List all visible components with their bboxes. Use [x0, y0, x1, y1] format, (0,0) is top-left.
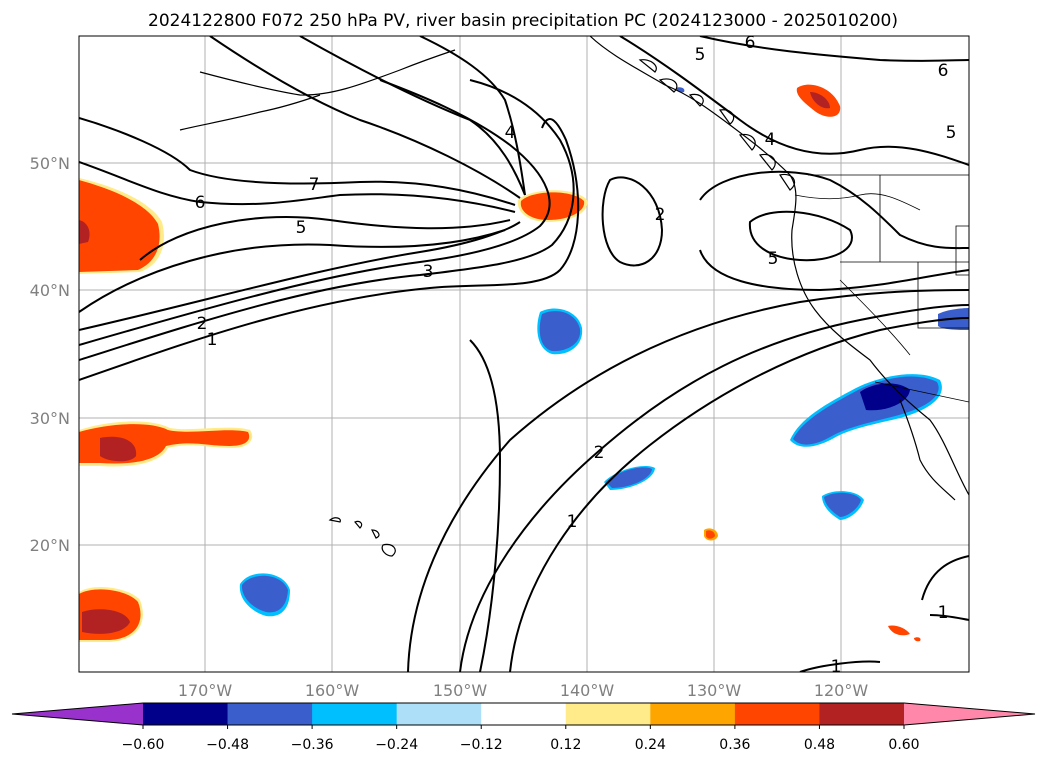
colorbar-tick-label: 0.12 — [550, 737, 581, 753]
map-area — [79, 36, 969, 672]
contour-label: 4 — [765, 130, 776, 150]
contour-label: 1 — [938, 603, 949, 623]
map-frame — [78, 35, 970, 673]
colorbar-tick-label: 0.36 — [719, 737, 750, 753]
colorbar-extend-high — [904, 703, 1035, 725]
lon-label: 160°W — [305, 681, 360, 700]
lat-label: 50°N — [30, 154, 70, 173]
colorbar-swatch — [227, 703, 313, 725]
colorbar-extend-low — [12, 703, 143, 725]
contour-label: 1 — [567, 512, 578, 532]
contour-label: 6 — [745, 33, 756, 53]
map-title: 2024122800 F072 250 hPa PV, river basin … — [148, 11, 898, 31]
contour-label: 5 — [695, 45, 706, 65]
latitude-labels: 50°N 40°N 30°N 20°N — [30, 154, 70, 555]
colorbar-tick-label: −0.24 — [375, 737, 418, 753]
colorbar-swatch — [481, 703, 567, 725]
lon-label: 170°W — [178, 681, 233, 700]
colorbar-tick-label: −0.48 — [206, 737, 249, 753]
lat-label: 30°N — [30, 409, 70, 428]
contour-label: 1 — [831, 657, 842, 677]
pv-contours — [79, 36, 969, 672]
contour-label: 7 — [309, 175, 320, 195]
lat-label: 40°N — [30, 281, 70, 300]
colorbar-swatch — [143, 703, 229, 725]
colorbar-swatch — [396, 703, 482, 725]
contour-label: 1 — [207, 330, 218, 350]
contour-label: 6 — [938, 61, 949, 81]
contour-label: 6 — [195, 193, 206, 213]
colorbar-swatch — [819, 703, 905, 725]
lon-label: 150°W — [433, 681, 488, 700]
colorbar-swatch — [734, 703, 820, 725]
contour-label: 2 — [655, 205, 666, 225]
colorbar-swatch — [312, 703, 398, 725]
contour-label: 5 — [296, 218, 307, 238]
precip-anomalies — [79, 84, 969, 642]
borders — [794, 174, 969, 403]
colorbar-tick-label: −0.60 — [122, 737, 165, 753]
contour-label: 5 — [946, 123, 957, 143]
lat-label: 20°N — [30, 536, 70, 555]
colorbar: −0.60 −0.48 −0.36 −0.24 −0.12 0.12 0.24 0.36 0.4… — [11, 702, 1036, 753]
coastlines — [179, 36, 969, 557]
colorbar-tick-label: 0.60 — [888, 737, 919, 753]
colorbar-tick-label: 0.48 — [804, 737, 835, 753]
contour-labels: 7 6 5 4 3 2 1 2 1 2 5 4 5 6 6 5 1 1 — [195, 33, 957, 677]
contour-label: 3 — [423, 262, 434, 282]
lon-label: 140°W — [560, 681, 615, 700]
contour-label: 2 — [594, 443, 605, 463]
colorbar-tick-label: −0.12 — [460, 737, 503, 753]
contour-label: 4 — [505, 123, 516, 143]
lon-label: 120°W — [814, 681, 869, 700]
contour-label: 5 — [768, 249, 779, 269]
colorbar-swatch — [565, 703, 651, 725]
colorbar-swatch — [650, 703, 736, 725]
colorbar-tick-label: −0.36 — [291, 737, 334, 753]
colorbar-tick-label: 0.24 — [635, 737, 666, 753]
lon-label: 130°W — [687, 681, 742, 700]
longitude-labels: 170°W 160°W 150°W 140°W 130°W 120°W — [178, 681, 869, 700]
contour-label: 2 — [197, 314, 208, 334]
